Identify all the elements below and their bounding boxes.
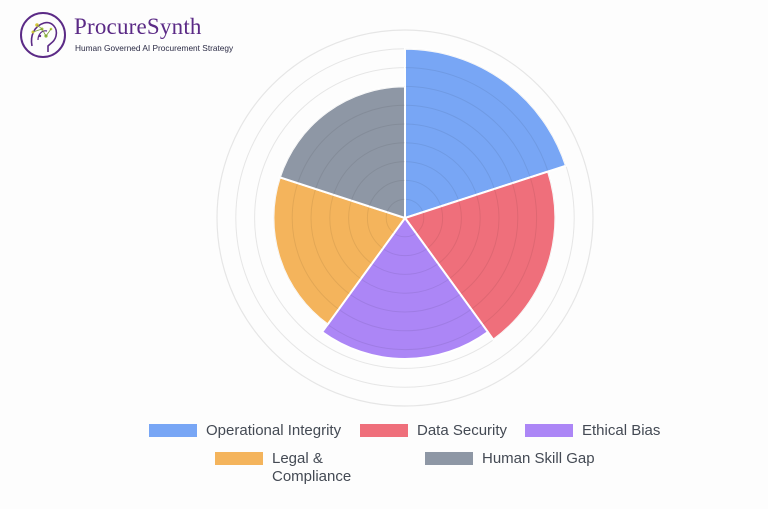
legend-label: Operational Integrity (206, 422, 342, 439)
grid-ring (216, 29, 594, 407)
legend-label: Human Skill Gap (482, 450, 595, 467)
slice-human-skill-gap[interactable] (278, 85, 406, 220)
legend-label: Data Security (417, 422, 508, 439)
brand-logo: ProcureSynth Human Governed AI Procureme… (18, 10, 248, 64)
legend-item-legal-compliance[interactable]: Legal & Compliance (215, 450, 367, 486)
legend-item-ethical-bias[interactable]: Ethical Bias (525, 422, 660, 440)
brain-circuit-icon (20, 12, 66, 58)
legend-swatch-operational-integrity (149, 424, 197, 437)
slice-data-security[interactable] (403, 170, 557, 342)
legend-label: Ethical Bias (582, 422, 661, 439)
legend-item-data-security[interactable]: Data Security (360, 422, 507, 440)
legend-swatch-legal-compliance (215, 452, 263, 465)
brand-name: ProcureSynth (74, 14, 202, 39)
slice-operational-integrity[interactable] (404, 47, 568, 220)
legend-label: Legal & Compliance (272, 450, 352, 485)
legend-swatch-human-skill-gap (425, 452, 473, 465)
brand-tagline: Human Governed AI Procurement Strategy (75, 43, 234, 53)
legend-swatch-ethical-bias (525, 424, 573, 437)
legend-item-operational-integrity[interactable]: Operational Integrity (149, 422, 341, 440)
legend-swatch-data-security (360, 424, 408, 437)
slice-legal-compliance[interactable] (272, 176, 407, 326)
legend-item-human-skill-gap[interactable]: Human Skill Gap (425, 450, 595, 468)
chart-slices (272, 47, 568, 360)
slice-ethical-bias[interactable] (320, 216, 490, 360)
